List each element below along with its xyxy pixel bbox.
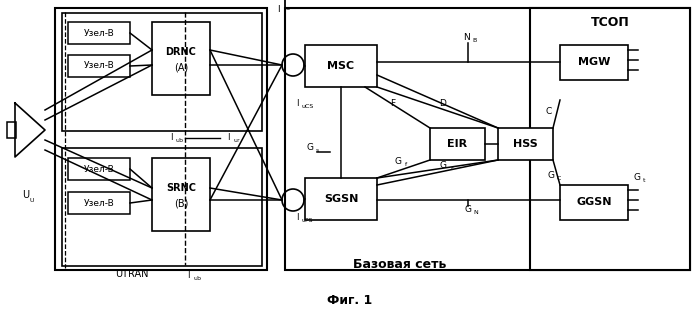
Text: G: G <box>306 143 313 153</box>
Text: (A): (A) <box>174 62 188 72</box>
Text: U: U <box>22 190 29 200</box>
FancyBboxPatch shape <box>152 22 210 95</box>
Text: r: r <box>450 166 453 171</box>
FancyBboxPatch shape <box>305 45 377 87</box>
Text: ur: ur <box>233 138 240 143</box>
Text: UTRAN: UTRAN <box>115 269 148 279</box>
Text: Фиг. 1: Фиг. 1 <box>327 294 373 307</box>
Text: GGSN: GGSN <box>576 197 612 207</box>
Text: SGSN: SGSN <box>324 194 358 204</box>
Text: B: B <box>472 38 476 42</box>
Text: Базовая сеть: Базовая сеть <box>353 258 447 270</box>
FancyBboxPatch shape <box>560 185 628 220</box>
FancyBboxPatch shape <box>68 192 130 214</box>
FancyBboxPatch shape <box>68 22 130 44</box>
FancyBboxPatch shape <box>305 178 377 220</box>
Text: f: f <box>405 162 407 167</box>
FancyBboxPatch shape <box>68 55 130 77</box>
Text: D: D <box>440 99 447 107</box>
Text: G: G <box>465 205 472 215</box>
Text: N: N <box>473 210 477 216</box>
Text: G: G <box>394 157 401 167</box>
Text: Узел-B: Узел-B <box>84 198 115 208</box>
Text: I: I <box>171 133 173 143</box>
Text: C: C <box>546 107 552 117</box>
Text: Узел-B: Узел-B <box>84 165 115 173</box>
Text: SRNC: SRNC <box>166 183 196 193</box>
Text: G: G <box>633 173 640 183</box>
Text: DRNC: DRNC <box>166 47 196 57</box>
FancyBboxPatch shape <box>285 8 690 270</box>
FancyBboxPatch shape <box>62 13 262 131</box>
FancyBboxPatch shape <box>7 122 16 138</box>
Text: C: C <box>557 175 561 180</box>
Text: G: G <box>440 161 447 169</box>
Text: I: I <box>296 99 299 107</box>
Text: Узел-B: Узел-B <box>84 28 115 38</box>
FancyBboxPatch shape <box>152 158 210 231</box>
Text: HSS: HSS <box>512 139 538 149</box>
Text: EIR: EIR <box>447 139 467 149</box>
Text: Узел-B: Узел-B <box>84 62 115 70</box>
Text: G: G <box>547 171 554 179</box>
Text: ub: ub <box>193 276 201 281</box>
Text: F: F <box>391 99 396 107</box>
Text: t: t <box>643 179 645 184</box>
Text: MGW: MGW <box>578 57 610 67</box>
FancyBboxPatch shape <box>430 128 485 160</box>
Text: uPS: uPS <box>301 218 312 223</box>
Text: I: I <box>227 133 230 143</box>
Text: ub: ub <box>176 138 184 143</box>
FancyBboxPatch shape <box>498 128 553 160</box>
Text: I: I <box>296 214 299 222</box>
FancyBboxPatch shape <box>62 148 262 266</box>
Text: I: I <box>187 271 190 281</box>
Text: s: s <box>316 149 319 154</box>
FancyBboxPatch shape <box>530 8 690 270</box>
Text: uCS: uCS <box>301 104 313 108</box>
FancyBboxPatch shape <box>68 158 130 180</box>
FancyBboxPatch shape <box>55 8 267 270</box>
Text: N: N <box>463 33 470 41</box>
FancyBboxPatch shape <box>560 45 628 80</box>
Text: (B): (B) <box>174 198 188 208</box>
Text: u: u <box>285 6 289 11</box>
Text: ТСОП: ТСОП <box>591 15 629 28</box>
Text: U: U <box>30 198 34 203</box>
Text: MSC: MSC <box>327 61 354 71</box>
Text: I: I <box>278 5 280 14</box>
